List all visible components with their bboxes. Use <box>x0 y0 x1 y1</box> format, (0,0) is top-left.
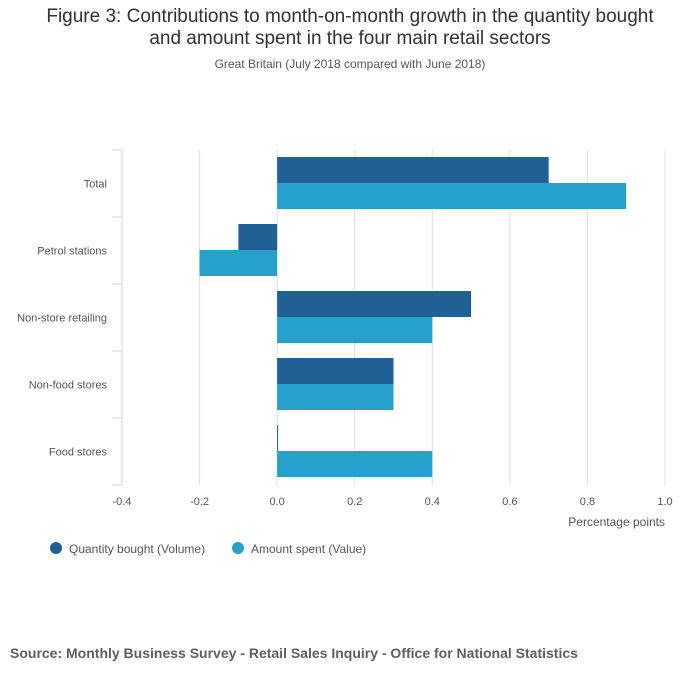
chart-title-line-2: and amount spent in the four main retail… <box>149 28 551 49</box>
x-axis-title: Percentage points <box>568 515 665 529</box>
x-tick-label: 0.4 <box>425 496 440 508</box>
legend-label[interactable]: Quantity bought (Volume) <box>69 542 205 556</box>
bar-volume[interactable] <box>277 358 394 384</box>
x-tick-label: 0.8 <box>580 496 595 508</box>
bar-volume[interactable] <box>238 224 278 250</box>
bar-value[interactable] <box>277 183 627 209</box>
legend-marker <box>50 542 62 554</box>
chart-title-line-1: Figure 3: Contributions to month-on-mont… <box>46 6 654 27</box>
bar-value[interactable] <box>277 317 433 343</box>
category-label: Non-food stores <box>29 380 108 392</box>
bar-volume[interactable] <box>277 425 279 451</box>
chart-title: Figure 3: Contributions to month-on-mont… <box>0 6 700 50</box>
chart-subtitle: Great Britain (July 2018 compared with J… <box>214 57 486 71</box>
category-label: Food stores <box>49 447 108 459</box>
category-label: Petrol stations <box>37 246 107 258</box>
category-label: Non-store retailing <box>17 313 107 325</box>
x-tick-label: 0.6 <box>502 496 517 508</box>
bar-value[interactable] <box>277 451 433 477</box>
bar-value[interactable] <box>199 250 278 276</box>
bar-volume[interactable] <box>277 157 549 183</box>
x-tick-label: 1.0 <box>657 496 672 508</box>
x-tick-label: 0.0 <box>269 496 284 508</box>
category-label: Total <box>84 179 107 191</box>
legend-label[interactable]: Amount spent (Value) <box>251 542 366 556</box>
legend-marker <box>232 542 244 554</box>
x-tick-label: -0.4 <box>113 496 132 508</box>
bar-volume[interactable] <box>277 291 472 317</box>
source-note: Source: Monthly Business Survey - Retail… <box>10 645 578 661</box>
x-tick-label: -0.2 <box>190 496 209 508</box>
bar-value[interactable] <box>277 384 394 410</box>
x-tick-label: 0.2 <box>347 496 362 508</box>
